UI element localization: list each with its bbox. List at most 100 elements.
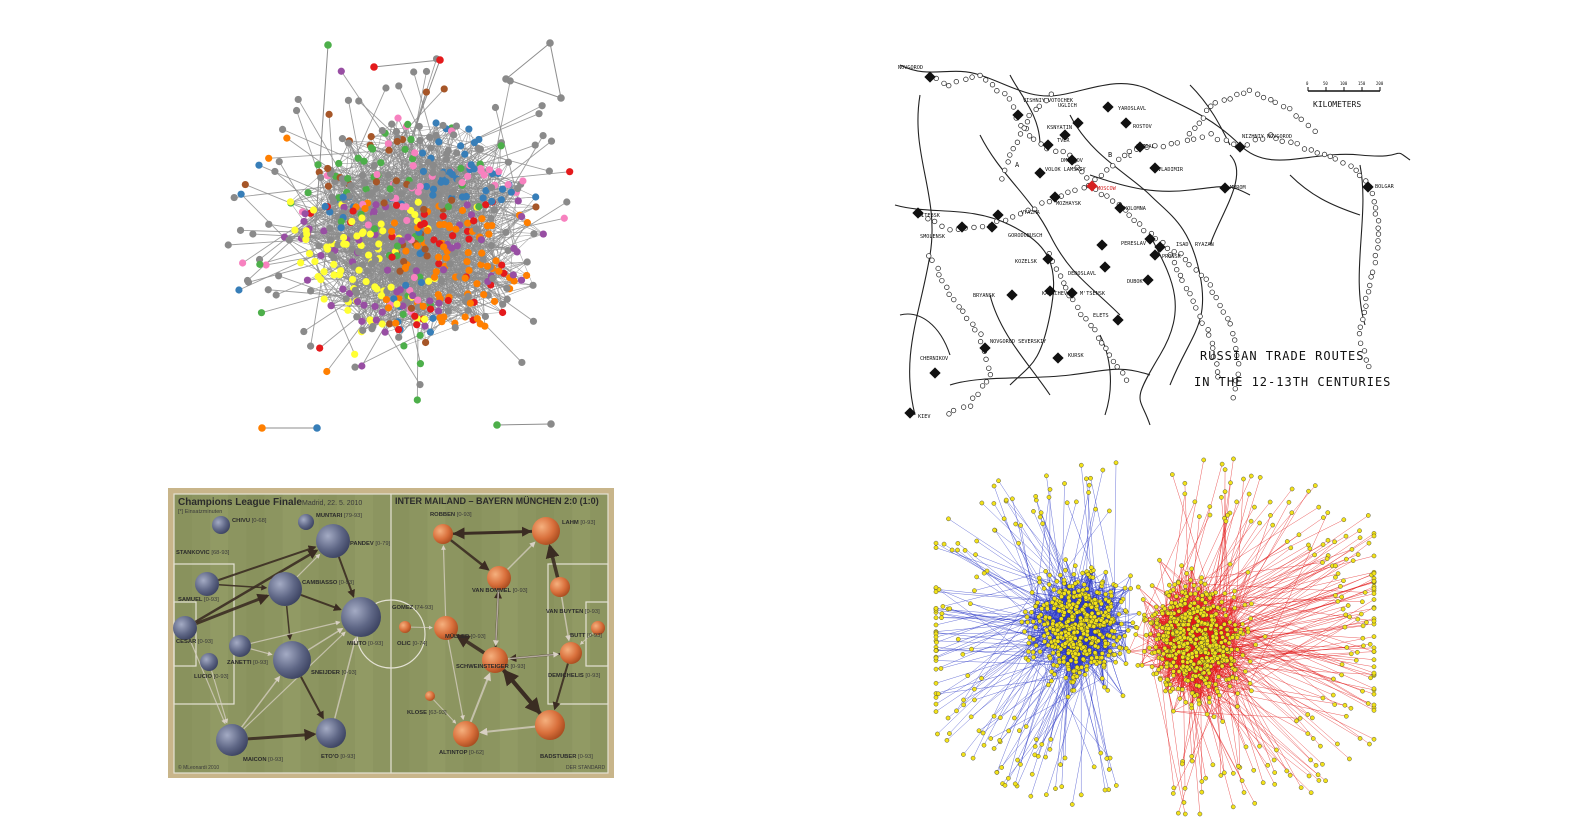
route-circle	[1367, 282, 1373, 289]
network-node	[409, 291, 417, 300]
network-node	[408, 182, 416, 190]
route-circle	[1104, 167, 1110, 173]
network-node	[1364, 620, 1369, 625]
network-node	[1081, 582, 1087, 587]
city-marker	[1059, 129, 1071, 141]
network-node	[1343, 612, 1349, 618]
route-circle	[1137, 221, 1143, 227]
network-node	[402, 247, 410, 255]
route-circle	[1209, 289, 1215, 295]
network-node	[1077, 593, 1083, 598]
bayern-player-node	[434, 616, 458, 640]
network-node	[1207, 504, 1213, 509]
route-circle	[926, 253, 932, 259]
network-node	[538, 102, 546, 110]
route-circle	[1206, 332, 1212, 338]
network-node	[1294, 718, 1299, 724]
city-label: SMOLENSK	[920, 234, 946, 240]
network-node	[974, 574, 979, 580]
network-node	[1173, 655, 1178, 661]
network-node	[361, 204, 369, 213]
network-node	[426, 133, 434, 142]
network-node	[1084, 612, 1090, 618]
route-circle	[1171, 248, 1177, 255]
route-circle	[1160, 143, 1166, 150]
network-node	[300, 327, 308, 336]
network-node	[1185, 678, 1191, 684]
network-node	[1183, 699, 1189, 705]
network-node	[1231, 771, 1236, 776]
bayern-player-label: DEMICHELIS [0-93]	[548, 673, 601, 679]
network-node	[429, 191, 437, 199]
network-node	[1313, 763, 1319, 768]
network-node	[1189, 629, 1195, 634]
network-node	[1333, 593, 1338, 598]
network-node	[1078, 792, 1084, 798]
network-edges	[228, 58, 570, 400]
network-node	[372, 178, 381, 186]
network-node	[1360, 623, 1366, 629]
network-node	[421, 322, 429, 330]
network-node	[465, 266, 473, 275]
network-node	[1165, 610, 1171, 616]
network-node	[1203, 775, 1209, 781]
network-node	[483, 222, 491, 230]
bayern-player-node	[433, 524, 453, 544]
network-node	[1117, 651, 1123, 656]
route-circle	[1006, 96, 1013, 102]
network-node	[1232, 588, 1237, 594]
route-circle	[1174, 267, 1180, 273]
network-node	[458, 206, 467, 215]
route-circle	[936, 272, 942, 278]
network-node	[313, 424, 321, 432]
network-node	[329, 197, 338, 205]
network-node	[434, 307, 443, 315]
network-node	[1022, 629, 1027, 634]
network-node	[1207, 512, 1213, 518]
network-node	[1371, 736, 1377, 742]
network-node	[275, 157, 283, 166]
network-node	[271, 167, 279, 176]
network-node	[348, 275, 357, 284]
network-node	[1072, 563, 1078, 569]
route-circle	[983, 379, 990, 385]
network-node	[546, 39, 554, 47]
inter-player-node	[212, 516, 230, 534]
city-label: KOLOMNA	[1124, 206, 1147, 212]
network-node	[1204, 663, 1210, 668]
bayern-player-label: BUTT [0-93]	[570, 633, 602, 639]
network-node	[378, 308, 386, 316]
network-node	[1056, 608, 1062, 614]
network-node	[1341, 578, 1346, 584]
network-node	[1168, 663, 1174, 669]
network-node	[369, 322, 377, 331]
network-node	[1186, 627, 1191, 632]
network-node	[973, 552, 978, 557]
route-circle	[1092, 326, 1098, 333]
network-node	[933, 709, 939, 714]
route-circle	[1053, 148, 1059, 154]
network-node	[464, 293, 472, 301]
network-node	[1215, 656, 1220, 661]
network-node	[395, 333, 403, 341]
network-node	[1371, 553, 1377, 559]
inter-player-node	[200, 653, 218, 671]
route-circle	[1098, 172, 1105, 179]
network-node	[1170, 791, 1176, 796]
network-node	[1042, 622, 1047, 627]
route-circle	[1227, 321, 1233, 327]
network-node	[1103, 569, 1109, 575]
network-node	[1052, 672, 1057, 677]
river	[899, 313, 951, 356]
network-node	[1039, 606, 1045, 611]
network-node	[1308, 757, 1313, 763]
network-node	[1042, 639, 1047, 644]
pass-arrow	[337, 556, 355, 598]
network-node	[1037, 618, 1043, 624]
scale-tick: 150	[1358, 81, 1366, 86]
network-node	[1175, 686, 1181, 692]
network-node	[424, 158, 432, 166]
route-circle	[1371, 199, 1377, 205]
route-circle	[1075, 304, 1081, 310]
bayern-player-label: ROBBEN [0-93]	[430, 512, 472, 518]
